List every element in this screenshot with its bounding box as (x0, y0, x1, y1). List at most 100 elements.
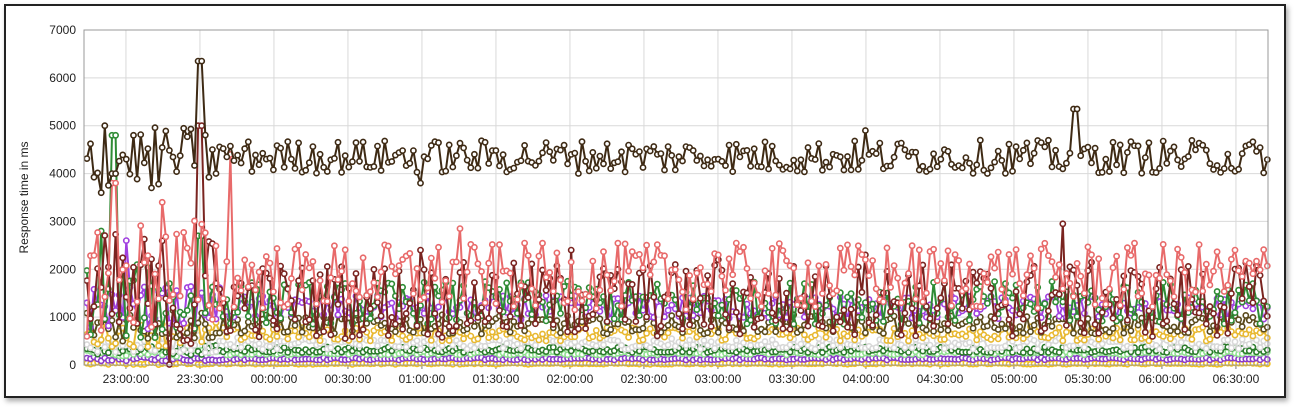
data-point[interactable] (148, 323, 155, 331)
data-point[interactable] (772, 328, 780, 336)
data-point[interactable] (1238, 273, 1246, 280)
data-point[interactable] (158, 144, 166, 151)
data-point[interactable] (1263, 355, 1271, 363)
data-point[interactable] (779, 325, 787, 333)
data-point[interactable] (442, 167, 450, 175)
data-point[interactable] (148, 184, 155, 192)
data-point[interactable] (646, 344, 654, 351)
data-point[interactable] (352, 139, 360, 147)
data-point[interactable] (219, 294, 227, 302)
data-point[interactable] (851, 336, 859, 344)
data-point[interactable] (1235, 165, 1242, 173)
data-point[interactable] (226, 142, 234, 150)
data-point[interactable] (374, 342, 381, 350)
data-point[interactable] (836, 318, 844, 326)
data-point[interactable] (937, 294, 945, 302)
data-point[interactable] (194, 296, 202, 303)
data-point[interactable] (833, 313, 841, 321)
data-point[interactable] (589, 310, 597, 318)
data-point[interactable] (847, 305, 855, 313)
data-point[interactable] (305, 264, 313, 272)
data-point[interactable] (187, 125, 195, 133)
data-point[interactable] (628, 280, 636, 288)
data-point[interactable] (890, 344, 898, 352)
data-point[interactable] (144, 343, 152, 351)
data-point[interactable] (1228, 290, 1235, 297)
data-point[interactable] (1263, 262, 1271, 270)
data-point[interactable] (1174, 328, 1181, 335)
data-point[interactable] (926, 165, 934, 173)
data-point[interactable] (1245, 259, 1253, 267)
data-point[interactable] (933, 163, 941, 171)
data-point[interactable] (266, 154, 274, 162)
data-point[interactable] (151, 270, 159, 278)
data-point[interactable] (83, 332, 91, 340)
data-point[interactable] (596, 315, 604, 323)
data-point[interactable] (1131, 313, 1138, 321)
data-point[interactable] (183, 133, 191, 141)
data-point[interactable] (639, 336, 647, 344)
data-point[interactable] (133, 298, 141, 306)
data-point[interactable] (452, 258, 460, 266)
data-point[interactable] (269, 166, 277, 174)
data-point[interactable] (90, 303, 98, 310)
data-point[interactable] (618, 302, 625, 310)
data-point[interactable] (1263, 334, 1271, 342)
data-point[interactable] (97, 189, 105, 197)
data-point[interactable] (187, 346, 195, 354)
data-point[interactable] (661, 252, 668, 260)
data-point[interactable] (291, 321, 299, 329)
data-point[interactable] (941, 277, 948, 284)
data-point[interactable] (758, 314, 765, 322)
data-point[interactable] (330, 154, 338, 162)
data-point[interactable] (1098, 308, 1106, 316)
data-point[interactable] (101, 293, 109, 301)
data-point[interactable] (417, 179, 424, 187)
data-point[interactable] (1077, 152, 1085, 160)
data-point[interactable] (223, 153, 231, 161)
data-point[interactable] (1170, 300, 1178, 308)
data-point[interactable] (255, 340, 263, 347)
data-point[interactable] (1109, 264, 1117, 272)
data-point[interactable] (119, 254, 127, 262)
data-point[interactable] (496, 306, 503, 314)
data-point[interactable] (137, 333, 145, 341)
data-point[interactable] (775, 240, 783, 247)
data-point[interactable] (862, 256, 869, 264)
data-point[interactable] (542, 139, 550, 146)
data-point[interactable] (122, 352, 130, 359)
data-point[interactable] (901, 146, 909, 154)
data-point[interactable] (112, 131, 119, 139)
data-point[interactable] (532, 341, 539, 349)
data-point[interactable] (1184, 262, 1192, 270)
data-point[interactable] (284, 348, 292, 356)
data-point[interactable] (1199, 141, 1207, 149)
data-point[interactable] (664, 329, 672, 337)
data-point[interactable] (1242, 311, 1250, 319)
data-point[interactable] (1184, 153, 1192, 160)
data-point[interactable] (180, 346, 188, 354)
data-point[interactable] (313, 300, 320, 308)
data-point[interactable] (1177, 253, 1185, 261)
data-point[interactable] (797, 340, 805, 348)
data-point[interactable] (1192, 146, 1199, 154)
data-point[interactable] (1238, 323, 1246, 331)
data-point[interactable] (1041, 324, 1049, 332)
data-point[interactable] (564, 328, 571, 336)
data-point[interactable] (905, 320, 912, 327)
data-point[interactable] (1260, 246, 1268, 254)
data-point[interactable] (768, 142, 776, 150)
data-point[interactable] (707, 323, 715, 330)
data-point[interactable] (521, 239, 528, 247)
data-point[interactable] (636, 148, 643, 155)
data-point[interactable] (614, 295, 622, 302)
data-point[interactable] (991, 314, 998, 322)
data-point[interactable] (169, 304, 177, 312)
data-point[interactable] (1052, 298, 1059, 306)
data-point[interactable] (1206, 303, 1214, 310)
data-point[interactable] (255, 161, 263, 169)
data-point[interactable] (280, 270, 288, 278)
data-point[interactable] (391, 328, 399, 336)
data-point[interactable] (223, 258, 231, 265)
data-point[interactable] (747, 294, 754, 302)
